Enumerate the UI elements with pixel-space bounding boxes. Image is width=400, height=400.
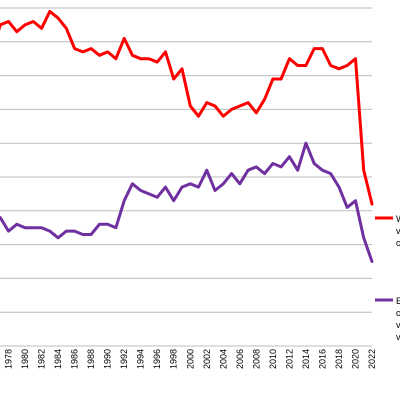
x-tick-label: 1988 [86,349,96,369]
x-tick-label: 2002 [202,349,212,369]
x-tick-label: 2000 [185,349,195,369]
x-tick-label: 2016 [317,349,327,369]
x-tick-label: 1986 [70,349,80,369]
x-tick-label: 1996 [152,349,162,369]
x-tick-label: 2010 [268,349,278,369]
legend-label-fragment: v [396,332,400,342]
x-tick-label: 1992 [119,349,129,369]
x-tick-label: 1990 [103,349,113,369]
series-layer [0,9,374,263]
legend-label-fragment: v [396,320,400,330]
legend: WvcEcvv [375,214,400,342]
legend-label-fragment: E [396,296,400,306]
series-line-2 [0,141,374,263]
x-axis-tick-labels: 1978 1980 1982 1984 1986 1988 1990 1992 1994 1996… [4,349,377,369]
gridlines [0,7,372,347]
x-tick-label: 2020 [350,349,360,369]
x-tick-label: 2014 [301,349,311,369]
x-tick-label: 1978 [4,349,14,369]
x-tick-label: 2018 [334,349,344,369]
x-tick-label: 1980 [20,349,30,369]
legend-label-fragment: c [396,308,400,318]
legend-label-fragment: v [396,226,400,236]
x-tick-label: 1994 [136,349,146,369]
x-tick-label: 1984 [53,349,63,369]
legend-label-fragment: c [396,238,400,248]
x-tick-label: 2004 [218,349,228,369]
x-tick-label: 1982 [37,349,47,369]
x-tick-label: 2008 [251,349,261,369]
x-tick-label: 1998 [169,349,179,369]
series-line-1 [0,9,374,206]
x-tick-label: 2012 [284,349,294,369]
x-tick-label: 2022 [367,349,377,369]
x-tick-label: 2006 [235,349,245,369]
legend-label-fragment: W [396,214,400,224]
